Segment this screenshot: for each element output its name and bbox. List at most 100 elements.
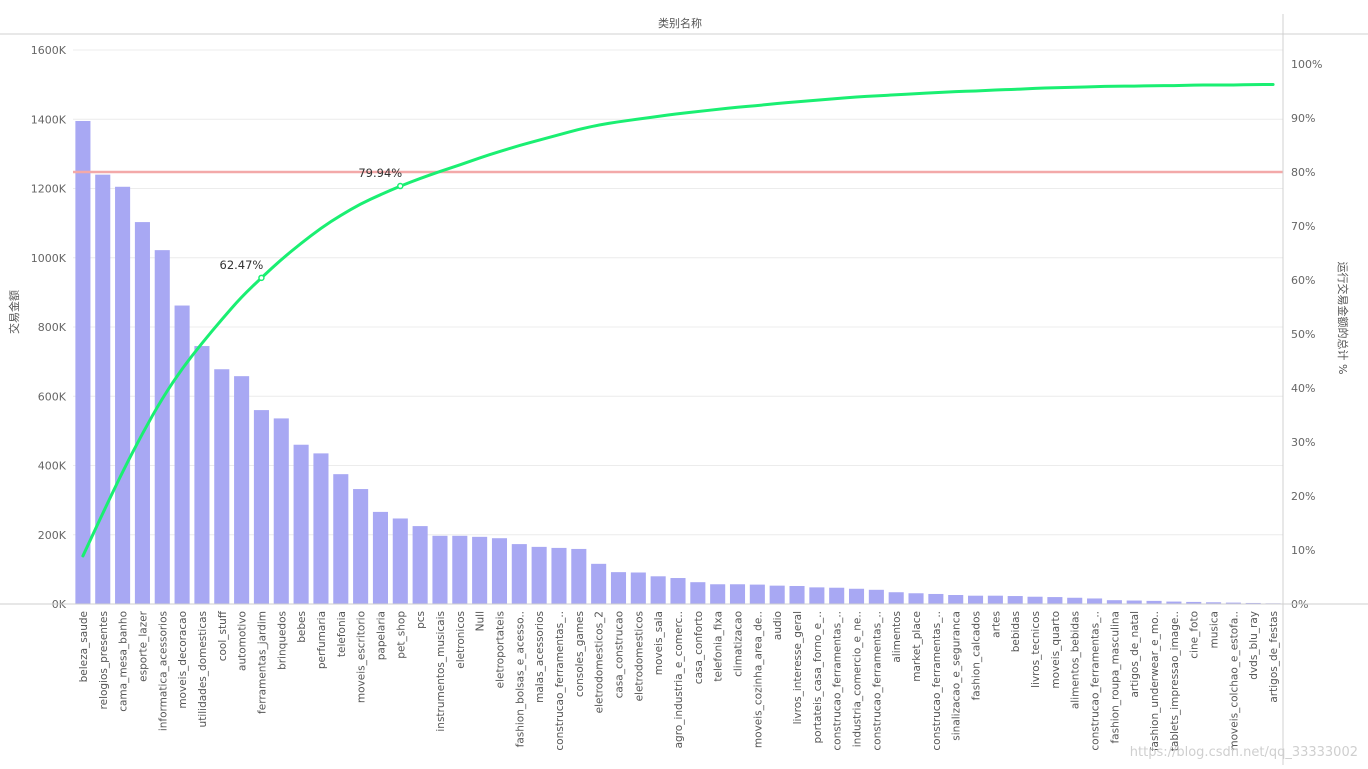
category-label: tablets_impressao_image..: [1169, 611, 1181, 751]
watermark: https://blog.csdn.net/qq_33333002: [1130, 745, 1358, 760]
bar: [690, 582, 706, 604]
bar: [829, 587, 845, 604]
y2-tick-label: 20%: [1291, 490, 1315, 503]
y-tick-label: 800K: [38, 321, 67, 334]
bar: [809, 587, 825, 604]
y2-axis-label: 运行交易金额的总计 %: [1336, 262, 1350, 375]
category-label: alimentos_bebidas: [1070, 611, 1082, 709]
category-label: fashion_calcados: [971, 611, 983, 700]
bar: [472, 536, 488, 604]
category-label: eletronicos: [455, 611, 467, 669]
category-label: construcao_ferramentas_..: [871, 611, 883, 751]
bar: [630, 572, 646, 604]
category-label: fashion_roupa_masculina: [1109, 611, 1121, 744]
bar: [452, 535, 468, 604]
bar: [650, 576, 666, 604]
category-label: cama_mesa_banho: [118, 611, 130, 712]
bar: [511, 544, 527, 604]
category-label: instrumentos_musicais: [435, 611, 447, 732]
bars: [75, 120, 1281, 605]
category-label: pet_shop: [395, 611, 407, 659]
y2-tick-label: 70%: [1291, 220, 1315, 233]
bar: [531, 546, 547, 604]
category-label: construcao_ferramentas_..: [832, 611, 844, 751]
y-tick-label: 1600K: [31, 44, 67, 57]
bar: [928, 593, 944, 604]
bar: [372, 511, 388, 604]
bar: [948, 594, 964, 604]
category-label: casa_conforto: [693, 611, 705, 684]
chart-title: 类别名称: [658, 16, 702, 30]
category-label: consoles_games: [574, 611, 586, 697]
bar: [234, 376, 250, 604]
category-label: eletroportateis: [494, 611, 506, 688]
y2-tick-label: 90%: [1291, 112, 1315, 125]
y2-tick-label: 80%: [1291, 166, 1315, 179]
bar: [1106, 600, 1122, 604]
category-label: livros_tecnicos: [1030, 611, 1042, 688]
category-label: moveis_cozinha_area_de..: [752, 611, 764, 748]
category-label: moveis_colchao_e_estofa..: [1228, 611, 1240, 751]
bar: [1245, 602, 1261, 604]
bar: [591, 563, 607, 604]
bar: [1206, 602, 1222, 604]
y-tick-label: 400K: [38, 460, 67, 473]
category-label: bebidas: [1010, 611, 1022, 652]
category-label: papelaria: [375, 611, 387, 660]
category-label: livros_interesse_geral: [792, 611, 804, 724]
bar: [1166, 601, 1182, 604]
category-label: esporte_lazer: [137, 610, 149, 681]
bar: [670, 578, 686, 604]
y-tick-label: 1000K: [31, 252, 67, 265]
category-label: moveis_quarto: [1050, 611, 1062, 689]
bar: [968, 595, 984, 604]
bar: [987, 595, 1003, 604]
category-label: climatizacao: [733, 611, 745, 677]
bar: [154, 250, 170, 604]
category-label: portateis_casa_forno_e_..: [812, 611, 824, 744]
y2-tick-label: 50%: [1291, 328, 1315, 341]
bar: [848, 588, 865, 604]
bar: [610, 572, 627, 604]
category-label: audio: [772, 611, 784, 640]
bar: [134, 222, 150, 604]
bar: [1186, 601, 1202, 604]
y-tick-label: 200K: [38, 529, 67, 542]
bar: [1067, 597, 1083, 604]
bar: [1087, 598, 1103, 604]
category-label: eletrodomesticos: [633, 611, 645, 701]
y2-tick-label: 40%: [1291, 382, 1315, 395]
axes: 0K200K400K600K800K1000K1200K1400K1600K0%…: [0, 14, 1368, 765]
category-label: cool_stuff: [217, 610, 229, 661]
bar: [313, 453, 329, 604]
y2-tick-label: 60%: [1291, 274, 1315, 287]
category-label: relogios_presentes: [98, 611, 110, 709]
category-label: artes: [990, 611, 1002, 638]
bar: [1047, 597, 1063, 604]
category-label: telefonia_fixa: [713, 611, 725, 682]
category-label: casa_construcao: [613, 611, 625, 698]
annotation-marker: [397, 182, 404, 190]
y-tick-label: 1400K: [31, 113, 67, 126]
y-tick-label: 600K: [38, 390, 67, 403]
category-label: sinalizacao_e_seguranca: [951, 611, 963, 741]
category-label: artigos_de_festas: [1268, 611, 1280, 703]
cumulative-line: [81, 83, 1275, 558]
category-label: industria_comercio_e_ne..: [852, 611, 864, 747]
category-label: moveis_sala: [653, 611, 665, 675]
category-label: musica: [1209, 611, 1221, 648]
bar: [789, 585, 805, 604]
category-label: bebes: [296, 611, 308, 643]
category-labels: beleza_saude relogios_presentes cama_mesa_…: [78, 610, 1280, 751]
category-label: construcao_ferramentas_..: [931, 611, 943, 751]
annotation-label: 62.47%: [220, 258, 264, 272]
bar: [1027, 596, 1043, 604]
bar: [392, 518, 408, 604]
bar: [333, 474, 349, 604]
category-label: brinquedos: [276, 611, 288, 670]
y2-tick-label: 100%: [1291, 58, 1322, 71]
category-label: agro_industria_e_comerc..: [673, 611, 685, 748]
bar: [729, 584, 746, 604]
category-label: beleza_saude: [78, 611, 90, 682]
